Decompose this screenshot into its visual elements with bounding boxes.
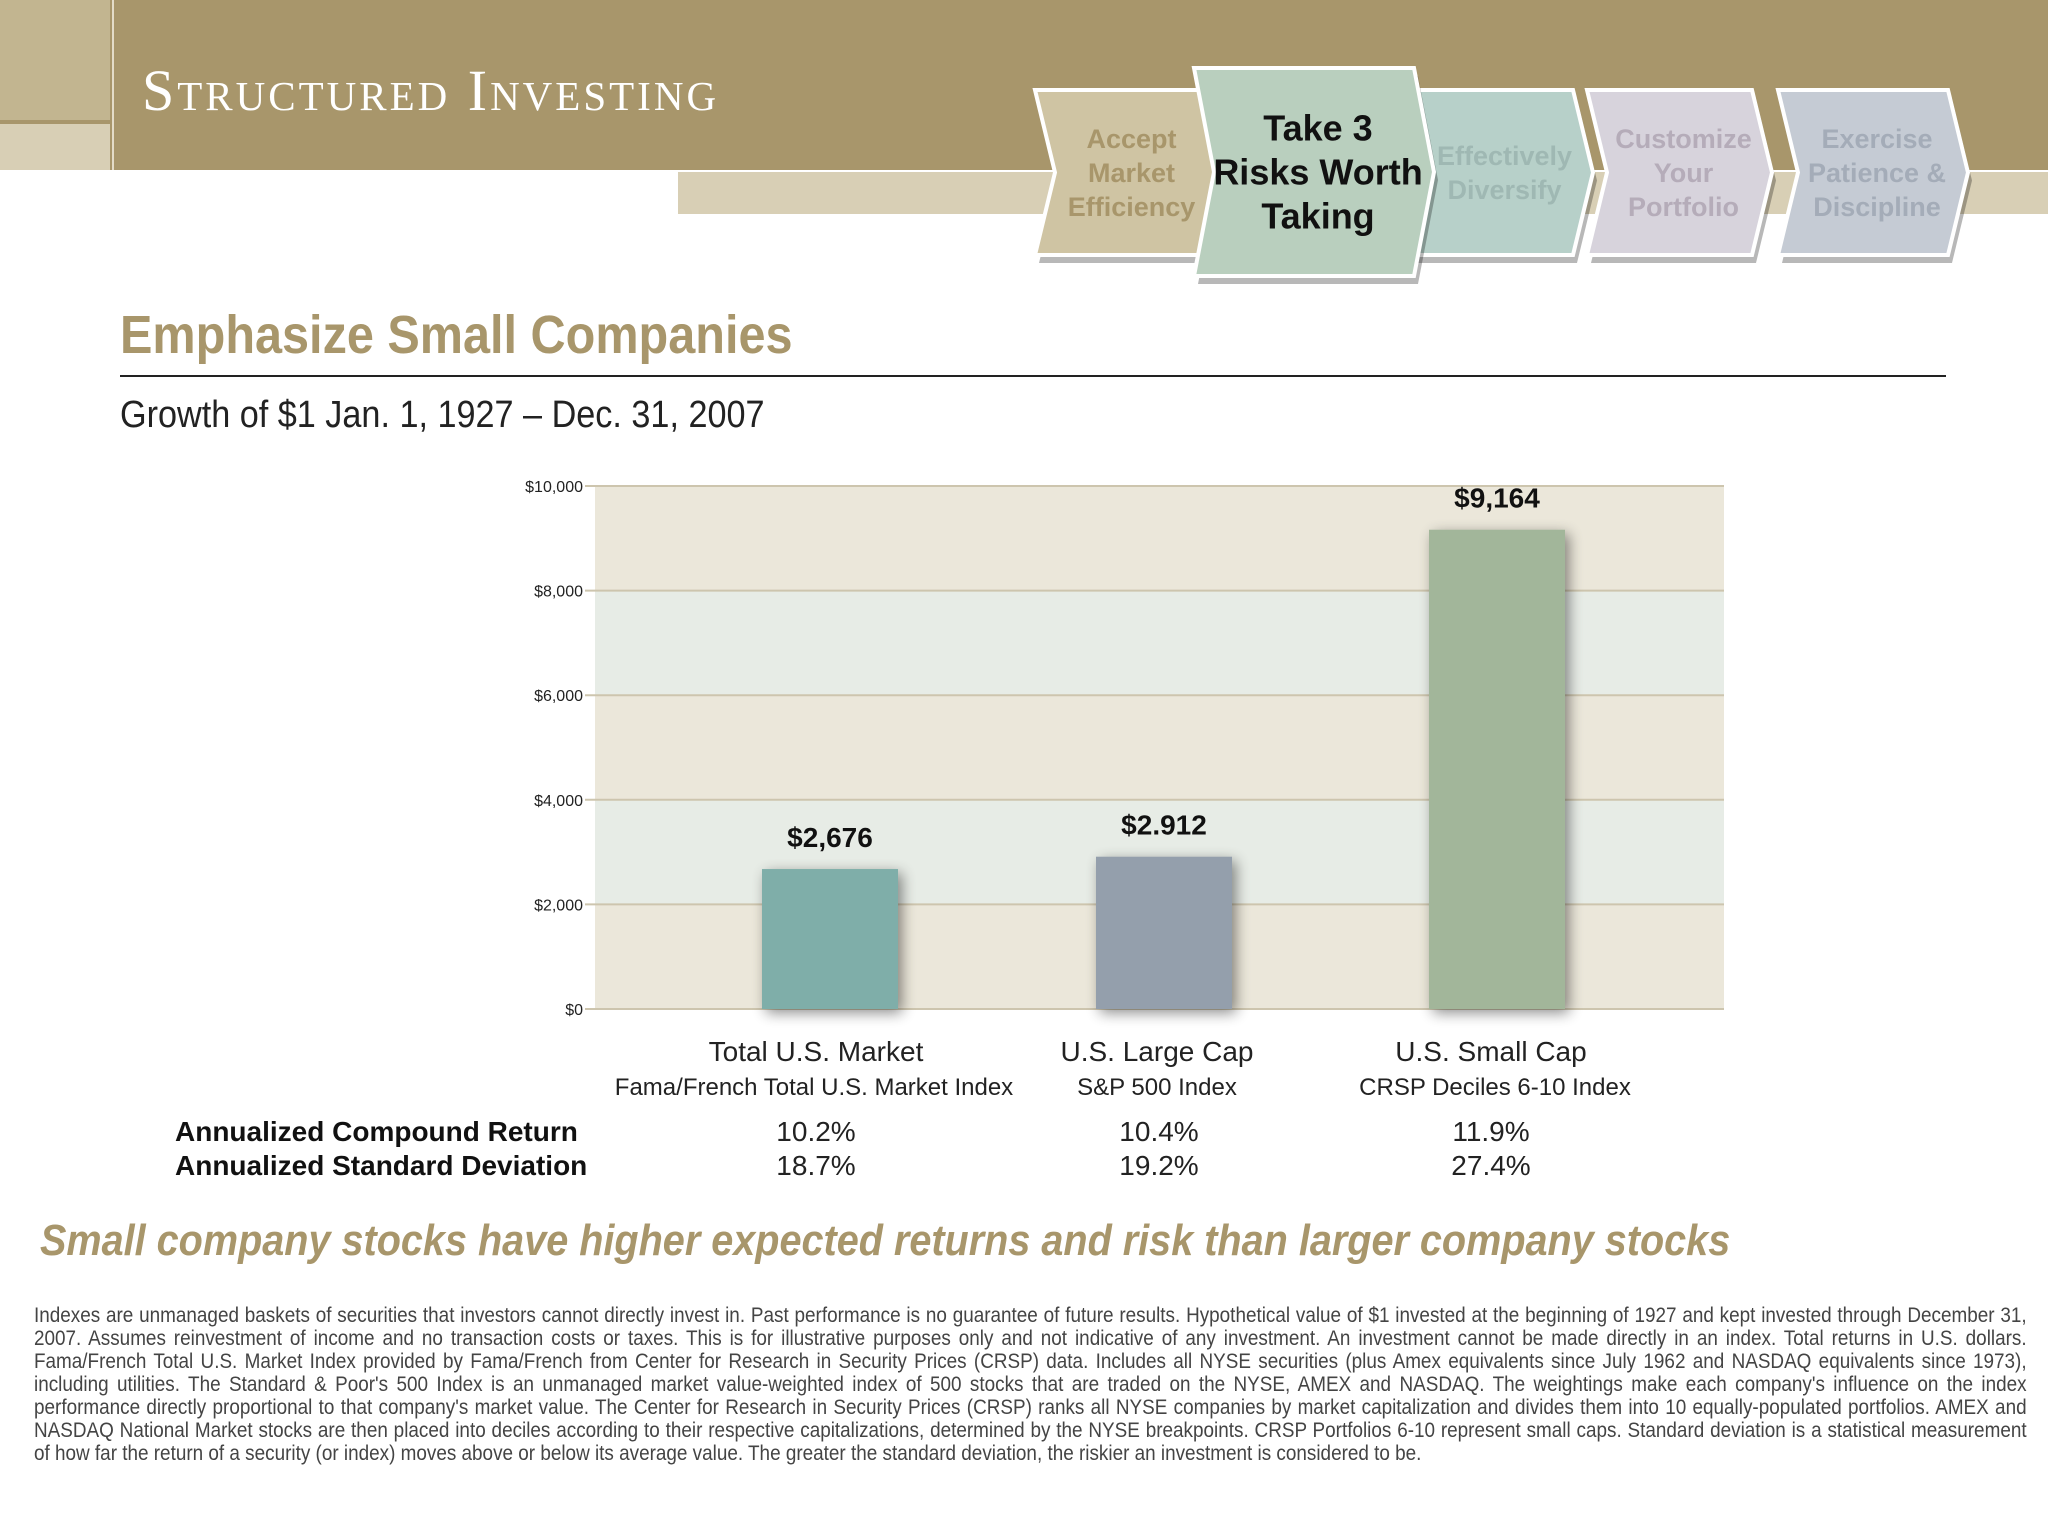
category-label-total-market: Total U.S. Market: [708, 1036, 924, 1067]
return-large-cap: 10.4%: [1119, 1116, 1199, 1147]
y-tick-label: $0: [565, 1002, 583, 1019]
bar-total-market: [762, 869, 898, 1009]
step-accept-market-efficiency-label: Market: [1088, 158, 1175, 188]
category-index-small-cap: CRSP Deciles 6-10 Index: [1359, 1074, 1631, 1101]
step-navigation: Accept Market Efficiency Effectively Diversi…: [0, 0, 2048, 320]
disclaimer-text: Indexes are unmanaged baskets of securit…: [34, 1304, 2027, 1465]
title-rule: [120, 375, 1946, 377]
header-decor-square: [0, 0, 110, 120]
stddev-large-cap: 19.2%: [1119, 1150, 1199, 1181]
brand-title: Structured Investing: [142, 58, 720, 123]
return-label: Annualized Compound Return: [175, 1116, 578, 1147]
category-label-large-cap: U.S. Large Cap: [1060, 1036, 1254, 1067]
data-label: $2,676: [787, 822, 873, 853]
y-tick-label: $4,000: [534, 793, 583, 810]
step-customize-portfolio-label: Portfolio: [1628, 192, 1739, 222]
bar-large-cap: [1096, 856, 1232, 1009]
y-tick-label: $2,000: [534, 897, 583, 914]
step-accept-market-efficiency-label: Efficiency: [1068, 192, 1196, 222]
stddev-total-market: 18.7%: [776, 1150, 856, 1181]
header-divider: [112, 0, 114, 170]
bar-small-cap: [1429, 529, 1565, 1009]
category-label-small-cap: U.S. Small Cap: [1395, 1036, 1587, 1067]
step-effectively-diversify-label: Diversify: [1447, 175, 1561, 205]
stddev-small-cap: 27.4%: [1451, 1150, 1531, 1181]
chart-subtitle: Growth of $1 Jan. 1, 1927 – Dec. 31, 200…: [120, 394, 765, 436]
step-take-3-risks-label: Take 3: [1263, 108, 1372, 149]
step-effectively-diversify-label: Effectively: [1437, 141, 1572, 171]
page-title: Emphasize Small Companies: [120, 305, 793, 365]
data-label: $2.912: [1121, 810, 1207, 841]
step-exercise-patience-label: Discipline: [1813, 192, 1941, 222]
step-customize-portfolio[interactable]: [1584, 88, 1775, 257]
step-exercise-patience-label: Exercise: [1821, 124, 1932, 154]
step-take-3-risks-label: Taking: [1261, 196, 1374, 237]
header-decor-square-lower: [0, 124, 110, 170]
return-small-cap: 11.9%: [1452, 1116, 1530, 1147]
y-tick-label: $10,000: [525, 479, 583, 496]
step-customize-portfolio-label: Customize: [1615, 124, 1752, 154]
tagline: Small company stocks have higher expecte…: [40, 1216, 1731, 1265]
step-accept-market-efficiency-label: Accept: [1086, 124, 1176, 154]
bar-chart: $0 $2,000 $4,000 $6,000 $8,000 $10,000 $2,676 $…: [525, 479, 1724, 1019]
category-index-large-cap: S&P 500 Index: [1077, 1074, 1237, 1101]
step-exercise-patience[interactable]: [1775, 88, 1971, 257]
data-label: $9,164: [1454, 483, 1540, 514]
step-take-3-risks-label: Risks Worth: [1213, 152, 1422, 193]
category-index-total-market: Fama/French Total U.S. Market Index: [614, 1074, 1014, 1101]
step-customize-portfolio-label: Your: [1654, 158, 1714, 188]
y-tick-label: $6,000: [534, 688, 583, 705]
step-take-3-risks[interactable]: [1191, 66, 1437, 278]
step-chevrons: Accept Market Efficiency Effectively Diversi…: [1032, 66, 1972, 284]
y-tick-label: $8,000: [534, 584, 583, 601]
step-exercise-patience-label: Patience &: [1808, 158, 1946, 188]
stddev-label: Annualized Standard Deviation: [175, 1150, 588, 1181]
return-total-market: 10.2%: [776, 1116, 856, 1147]
